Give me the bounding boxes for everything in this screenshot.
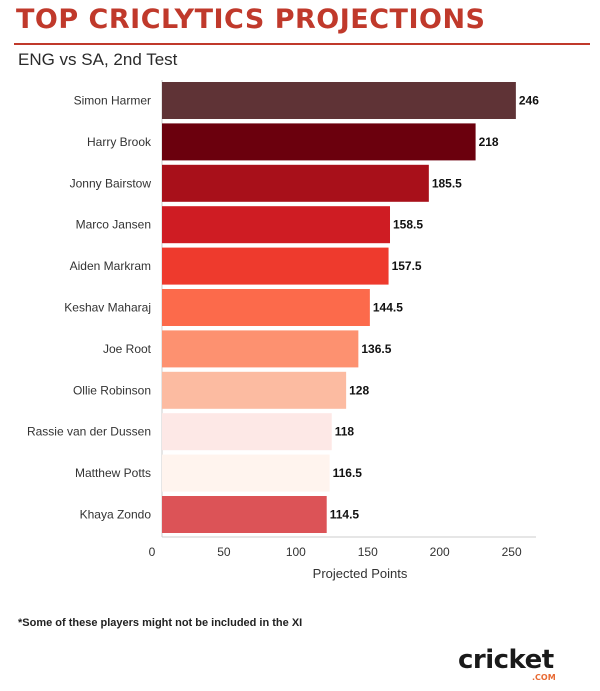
data-label: 118 — [335, 425, 355, 439]
category-label: Khaya Zondo — [80, 508, 152, 522]
logo-text: cricket — [458, 645, 554, 675]
bar — [162, 164, 429, 202]
bar — [162, 206, 391, 244]
category-label: Simon Harmer — [74, 94, 151, 108]
category-label: Marco Jansen — [76, 218, 151, 232]
x-tick-label: 50 — [217, 545, 231, 559]
logo-subtext: .COM — [532, 673, 556, 682]
bar — [162, 289, 370, 326]
title-divider — [14, 43, 590, 45]
x-axis-title: Projected Points — [313, 566, 408, 581]
data-label: 114.5 — [330, 508, 360, 522]
bar — [162, 496, 327, 533]
category-label: Matthew Potts — [75, 466, 151, 480]
data-label: 136.5 — [361, 342, 391, 356]
data-label: 158.5 — [393, 218, 423, 232]
category-label: Harry Brook — [87, 135, 152, 149]
category-label: Aiden Markram — [70, 259, 151, 273]
bar — [162, 413, 332, 451]
x-tick-label: 100 — [286, 545, 306, 559]
page-subtitle: ENG vs SA, 2nd Test — [18, 50, 178, 69]
category-label: Joe Root — [103, 342, 152, 356]
data-label: 116.5 — [333, 466, 363, 480]
x-tick-label: 250 — [502, 545, 522, 559]
bar — [162, 454, 330, 492]
data-label: 218 — [479, 135, 499, 149]
data-label: 157.5 — [392, 259, 422, 273]
cricket-com-logo: cricket .COM — [458, 645, 556, 682]
page-title: TOP CRICLYTICS PROJECTIONS — [16, 4, 486, 35]
category-label: Rassie van der Dussen — [27, 425, 151, 439]
bar — [162, 82, 516, 119]
footnote: *Some of these players might not be incl… — [18, 617, 303, 629]
x-tick-label: 0 — [149, 545, 156, 559]
bar — [162, 123, 476, 161]
bar — [162, 247, 389, 285]
data-label: 246 — [519, 94, 539, 108]
data-label: 128 — [349, 383, 369, 397]
x-tick-label: 200 — [430, 545, 450, 559]
bar-chart: Simon Harmer 246 Harry Brook 218 Jonny Bairs… — [27, 80, 539, 581]
bar — [162, 330, 359, 368]
x-tick-label: 150 — [358, 545, 378, 559]
data-label: 144.5 — [373, 301, 403, 315]
category-label: Ollie Robinson — [73, 383, 151, 397]
data-label: 185.5 — [432, 176, 462, 190]
category-label: Keshav Maharaj — [64, 301, 151, 315]
category-label: Jonny Bairstow — [70, 176, 152, 190]
bar — [162, 371, 347, 409]
